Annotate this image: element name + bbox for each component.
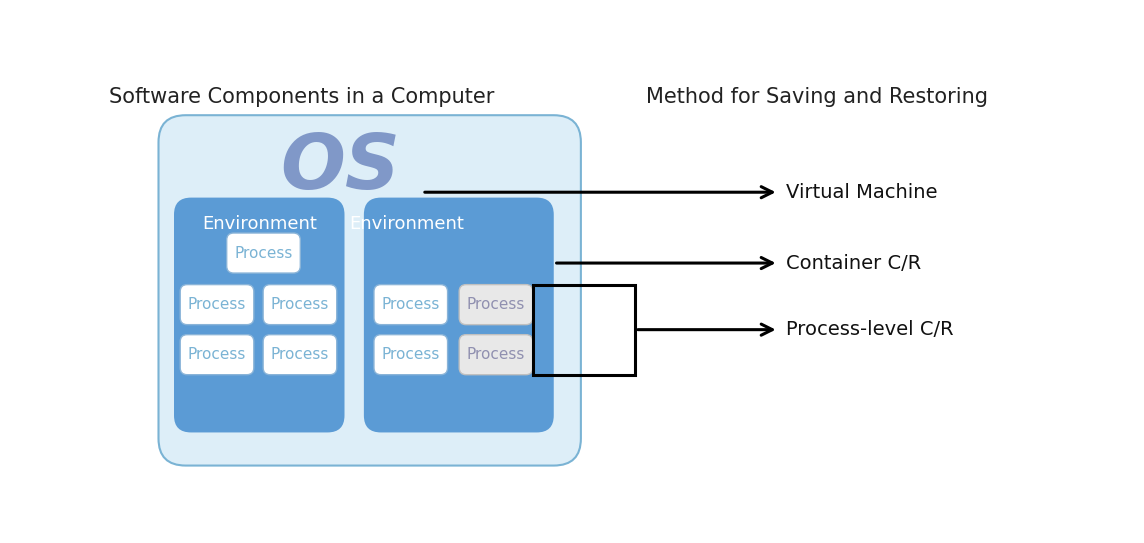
FancyBboxPatch shape: [181, 334, 254, 375]
Text: Process: Process: [382, 297, 440, 312]
Text: Process: Process: [382, 347, 440, 362]
FancyBboxPatch shape: [364, 198, 554, 432]
Text: Process: Process: [467, 297, 525, 312]
Text: Process: Process: [188, 297, 246, 312]
Text: Virtual Machine: Virtual Machine: [786, 182, 938, 201]
FancyBboxPatch shape: [459, 334, 533, 375]
Text: Process: Process: [188, 347, 246, 362]
Text: Software Components in a Computer: Software Components in a Computer: [109, 87, 494, 107]
FancyBboxPatch shape: [159, 115, 581, 465]
Text: Process: Process: [271, 297, 329, 312]
FancyBboxPatch shape: [374, 334, 447, 375]
Text: Environment: Environment: [349, 214, 464, 232]
FancyBboxPatch shape: [374, 285, 447, 325]
Text: OS: OS: [280, 131, 400, 205]
Text: Process: Process: [271, 347, 329, 362]
FancyBboxPatch shape: [459, 285, 533, 325]
FancyBboxPatch shape: [181, 285, 254, 325]
Text: Process: Process: [235, 245, 293, 261]
FancyBboxPatch shape: [227, 233, 301, 273]
FancyBboxPatch shape: [174, 198, 344, 432]
Text: Process: Process: [467, 347, 525, 362]
FancyBboxPatch shape: [263, 285, 336, 325]
Text: Process-level C/R: Process-level C/R: [786, 320, 954, 339]
Text: Container C/R: Container C/R: [786, 254, 922, 273]
Bar: [533, 285, 635, 375]
FancyBboxPatch shape: [263, 334, 336, 375]
Text: Environment: Environment: [201, 214, 317, 232]
Text: Method for Saving and Restoring: Method for Saving and Restoring: [646, 87, 988, 107]
